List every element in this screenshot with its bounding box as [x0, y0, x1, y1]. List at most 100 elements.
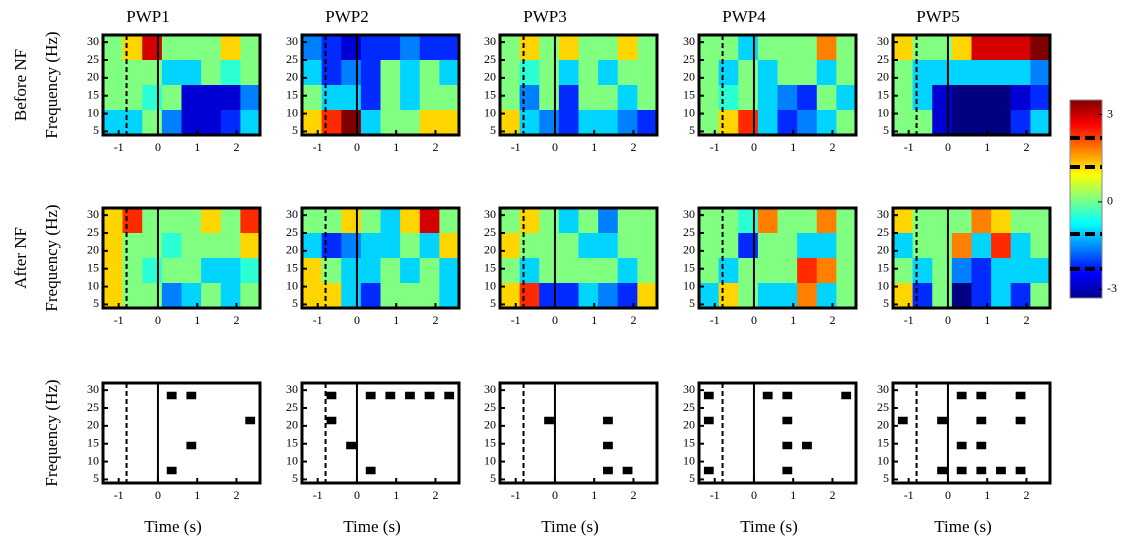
- heat-cell: [932, 85, 953, 111]
- heat-cell: [439, 233, 459, 259]
- heat-cell: [738, 258, 759, 284]
- x-tick-label: -1: [904, 488, 914, 502]
- heat-cell: [439, 60, 459, 86]
- y-tick-label: 25: [87, 52, 99, 66]
- heat-cell: [380, 110, 401, 135]
- y-tick-label: 5: [93, 123, 99, 137]
- heat-cell: [617, 85, 638, 111]
- sig-cell: [956, 391, 967, 400]
- heat-cell: [302, 233, 323, 259]
- y-tick-label: 10: [286, 453, 298, 467]
- x-tick-label: -1: [114, 313, 124, 327]
- x-tick-label: 1: [984, 313, 990, 327]
- heat-cell: [578, 258, 599, 284]
- x-tick-label: 0: [354, 488, 360, 502]
- heat-cell: [103, 60, 124, 86]
- x-tick-label: 1: [393, 313, 399, 327]
- y-tick-label: 5: [689, 471, 695, 485]
- heat-cell: [400, 283, 421, 308]
- x-tick-label: 0: [751, 313, 757, 327]
- heat-cell: [240, 258, 260, 284]
- column-title: PWP1: [126, 7, 169, 26]
- heat-cell: [1010, 208, 1031, 234]
- y-tick-label: 30: [286, 382, 298, 396]
- heat-cell: [893, 85, 914, 111]
- heat-cell: [991, 283, 1012, 308]
- x-tick-label: 2: [432, 140, 438, 154]
- heat-cell: [578, 85, 599, 111]
- heat-cell: [122, 208, 143, 234]
- heat-cell: [991, 233, 1012, 259]
- y-tick-label: 10: [484, 453, 496, 467]
- heat-cell: [637, 233, 657, 259]
- x-tick-label: 2: [432, 313, 438, 327]
- x-tick-label: 0: [552, 313, 558, 327]
- heat-cell: [578, 35, 599, 61]
- x-tick-label: -1: [710, 488, 720, 502]
- heat-cell: [321, 233, 342, 259]
- x-tick-label: -1: [114, 140, 124, 154]
- heat-cell: [699, 60, 720, 86]
- sig-cell: [956, 466, 967, 475]
- y-tick-label: 15: [286, 87, 298, 101]
- y-tick-label: 30: [683, 382, 695, 396]
- heat-cell: [558, 233, 579, 259]
- y-tick-label: 25: [484, 400, 496, 414]
- heat-cell: [738, 283, 759, 308]
- heat-cell: [201, 283, 222, 308]
- y-tick-label: 15: [87, 435, 99, 449]
- frame: [697, 381, 858, 485]
- heat-cell: [181, 258, 202, 284]
- heat-cell: [971, 233, 992, 259]
- heat-cell: [757, 35, 778, 61]
- plot-area: [302, 383, 459, 483]
- frame: [300, 33, 461, 137]
- y-tick-label: 10: [286, 278, 298, 292]
- y-tick-label: 25: [877, 225, 889, 239]
- heat-cell: [181, 60, 202, 86]
- heat-cell: [519, 35, 540, 61]
- heat-cell: [699, 85, 720, 111]
- heat-cell: [951, 233, 972, 259]
- heat-cell: [816, 110, 837, 135]
- heat-cell: [971, 85, 992, 111]
- heat-cell: [419, 258, 440, 284]
- heat-cell: [718, 85, 739, 111]
- y-tick-label: 30: [286, 207, 298, 221]
- heat-cell: [360, 110, 381, 135]
- heat-cell: [912, 60, 933, 86]
- heat-cell: [1010, 110, 1031, 135]
- heat-cell: [142, 258, 163, 284]
- heat-cell: [341, 110, 362, 135]
- heat-cell: [341, 60, 362, 86]
- heat-cell: [181, 283, 202, 308]
- colorbar-tick-label: 0: [1107, 194, 1113, 208]
- x-tick-label: 0: [945, 140, 951, 154]
- y-tick-label: 25: [87, 225, 99, 239]
- x-tick-label: 2: [1023, 140, 1029, 154]
- heat-cell: [341, 85, 362, 111]
- heat-cell: [598, 208, 619, 234]
- heat-cell: [201, 258, 222, 284]
- heat-cell: [991, 258, 1012, 284]
- heat-cell: [122, 35, 143, 61]
- sig-cell: [365, 466, 376, 475]
- heat-cell: [539, 110, 560, 135]
- heat-cell: [951, 85, 972, 111]
- y-tick-label: 20: [286, 243, 298, 257]
- heat-cell: [971, 208, 992, 234]
- heat-cell: [539, 233, 560, 259]
- sig-cell: [365, 391, 376, 400]
- y-tick-label: 20: [87, 243, 99, 257]
- heat-cell: [201, 208, 222, 234]
- heat-cell: [380, 233, 401, 259]
- heat-cell: [757, 258, 778, 284]
- heat-cell: [598, 258, 619, 284]
- heat-cell: [777, 233, 798, 259]
- y-tick-label: 10: [87, 105, 99, 119]
- x-tick-label: 2: [1023, 313, 1029, 327]
- plot-bg: [500, 383, 657, 483]
- heat-cell: [380, 35, 401, 61]
- y-tick-label: 20: [877, 70, 889, 84]
- heat-cell: [1010, 283, 1031, 308]
